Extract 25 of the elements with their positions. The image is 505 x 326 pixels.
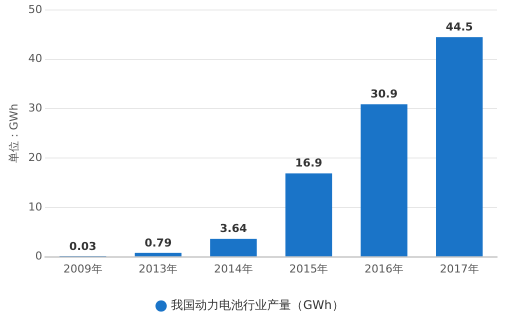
data-label: 0.03 (69, 240, 96, 254)
data-label: 0.79 (144, 236, 172, 250)
y-tick-label: 50 (28, 2, 42, 16)
x-tick-label: 2013年 (138, 262, 178, 276)
bar (210, 238, 257, 256)
bar (134, 252, 182, 256)
y-tick-label: 20 (28, 150, 42, 164)
x-tick-label: 2016年 (364, 262, 404, 276)
x-tick-label: 2009年 (63, 262, 102, 276)
data-label: 30.9 (370, 88, 398, 101)
data-label: 44.5 (446, 20, 473, 34)
data-label: 16.9 (295, 156, 322, 170)
bar (285, 173, 332, 256)
y-tick-label: 30 (28, 102, 42, 115)
y-tick-label: 0 (35, 250, 42, 263)
data-label: 3.64 (220, 222, 248, 236)
y-axis-title: 单位：GWh (7, 104, 20, 164)
bar (360, 104, 408, 256)
x-tick-label: 2015年 (289, 262, 328, 276)
y-tick-label: 10 (28, 200, 42, 214)
x-tick-label: 2014年 (214, 262, 253, 276)
x-tick-label: 2017年 (440, 262, 479, 276)
legend-label: 我国动力电池行业产量（GWh） (171, 298, 344, 312)
y-tick-label: 40 (28, 52, 42, 66)
bar (436, 37, 483, 256)
